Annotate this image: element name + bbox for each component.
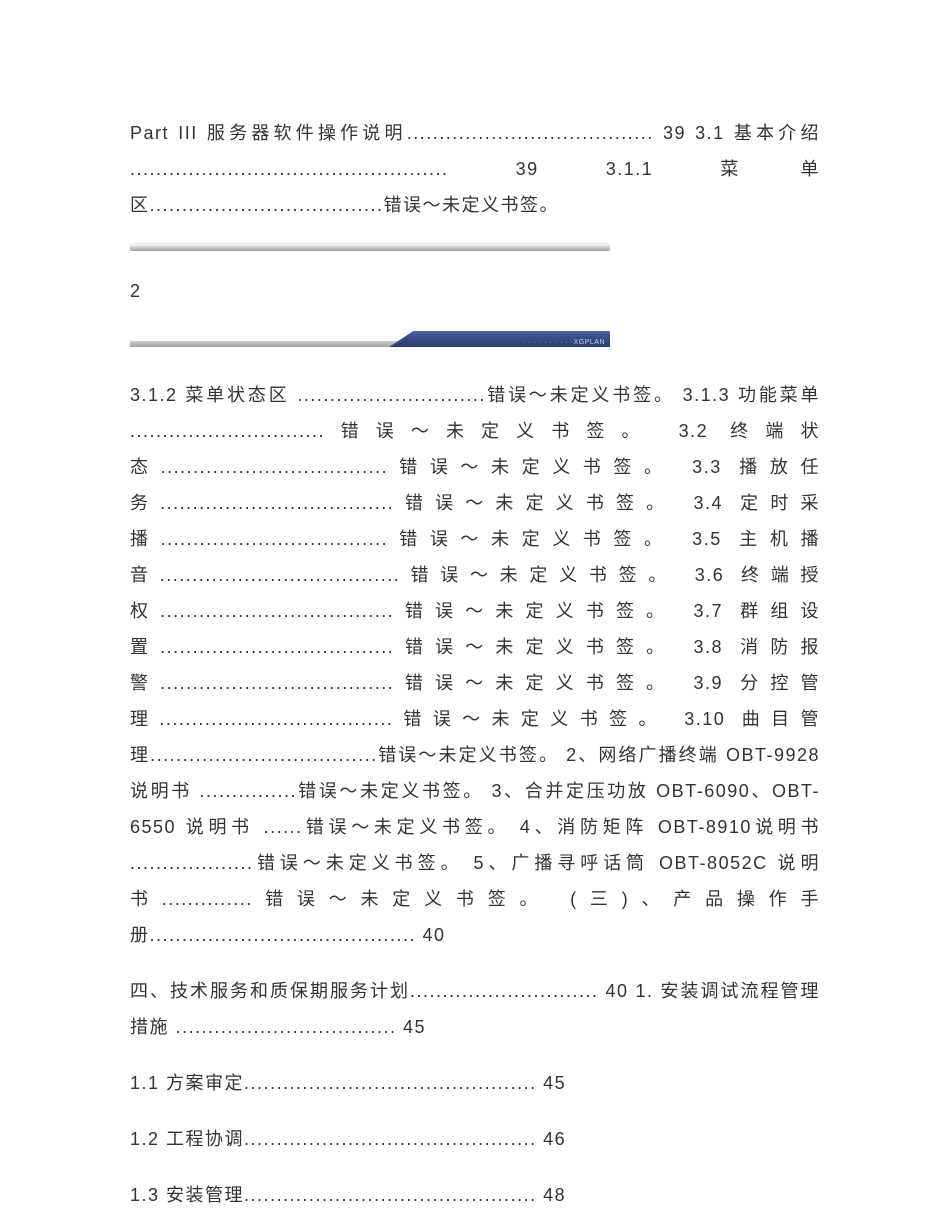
toc-paragraph-3: 四、技术服务和质保期服务计划..........................… (130, 973, 820, 1045)
divider-bar-styled: · · · · · · · · · ·XGPLAN (130, 327, 610, 347)
toc-paragraph-2: 3.1.2 菜单状态区 ............................… (130, 377, 820, 953)
toc-paragraph-1: Part III 服务器软件操作说明......................… (130, 115, 820, 223)
toc-paragraph-6: 1.3 安装管理................................… (130, 1177, 820, 1213)
divider-bar-top (130, 243, 610, 251)
page-number: 2 (130, 281, 820, 302)
toc-paragraph-4: 1.1 方案审定................................… (130, 1065, 820, 1101)
divider-label: · · · · · · · · · ·XGPLAN (523, 339, 605, 346)
toc-paragraph-5: 1.2 工程协调................................… (130, 1121, 820, 1157)
